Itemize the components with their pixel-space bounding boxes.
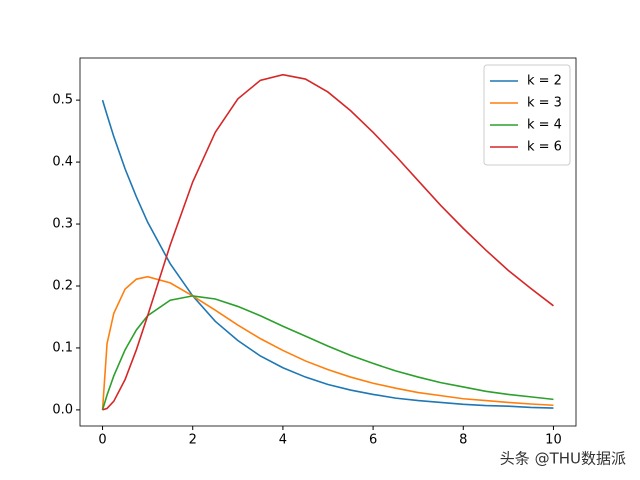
y-tick-label: 0.4 <box>52 155 73 170</box>
x-tick-label: 6 <box>369 433 377 448</box>
legend-box <box>483 64 571 166</box>
line <box>101 275 554 410</box>
watermark: 头条 @THU数据派 <box>500 450 626 468</box>
y-tick-label: 0.3 <box>52 217 73 232</box>
x-tick-label: 0 <box>98 433 106 448</box>
axes-frame <box>79 57 577 427</box>
legend-label: k = 2 <box>527 74 562 89</box>
y-tick-label: 0.5 <box>52 93 73 108</box>
legend-label: k = 3 <box>527 96 562 111</box>
legend-label: k = 6 <box>527 140 562 155</box>
line <box>101 99 554 409</box>
legend-label: k = 4 <box>527 118 562 133</box>
y-tick-label: 0.1 <box>52 340 73 355</box>
x-tick-label: 4 <box>279 433 287 448</box>
line <box>101 295 554 411</box>
line <box>102 73 554 411</box>
x-tick-label: 10 <box>545 433 562 448</box>
x-tick-label: 2 <box>189 433 197 448</box>
y-tick-label: 0.0 <box>52 402 73 417</box>
x-tick-label: 8 <box>459 433 467 448</box>
y-tick-label: 0.2 <box>52 278 73 293</box>
